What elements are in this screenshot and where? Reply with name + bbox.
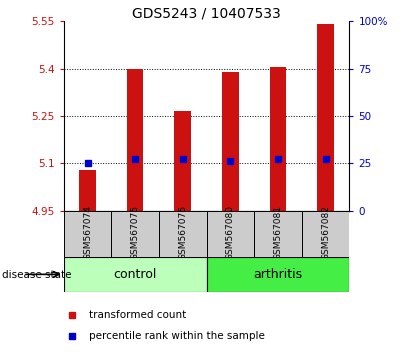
Text: transformed count: transformed count: [89, 310, 186, 320]
Bar: [222, 72, 239, 211]
Text: GSM567074: GSM567074: [83, 205, 92, 260]
Bar: [79, 170, 96, 211]
Bar: [317, 24, 334, 211]
Text: disease state: disease state: [2, 270, 72, 280]
Bar: [127, 69, 143, 211]
Bar: [206, 257, 349, 292]
Bar: [174, 111, 191, 211]
Bar: [254, 211, 302, 257]
Text: percentile rank within the sample: percentile rank within the sample: [89, 331, 265, 341]
Text: GSM567075: GSM567075: [131, 205, 140, 260]
Text: GSM567080: GSM567080: [226, 205, 235, 260]
Bar: [64, 211, 111, 257]
Bar: [111, 211, 159, 257]
Bar: [159, 211, 206, 257]
Bar: [206, 211, 254, 257]
Text: GSM567082: GSM567082: [321, 205, 330, 260]
Text: GSM567081: GSM567081: [273, 205, 282, 260]
Bar: [302, 211, 349, 257]
Text: arthritis: arthritis: [253, 268, 302, 281]
Text: GSM567076: GSM567076: [178, 205, 187, 260]
Text: control: control: [113, 268, 157, 281]
Bar: [270, 67, 286, 211]
Bar: [64, 257, 206, 292]
Title: GDS5243 / 10407533: GDS5243 / 10407533: [132, 6, 281, 20]
